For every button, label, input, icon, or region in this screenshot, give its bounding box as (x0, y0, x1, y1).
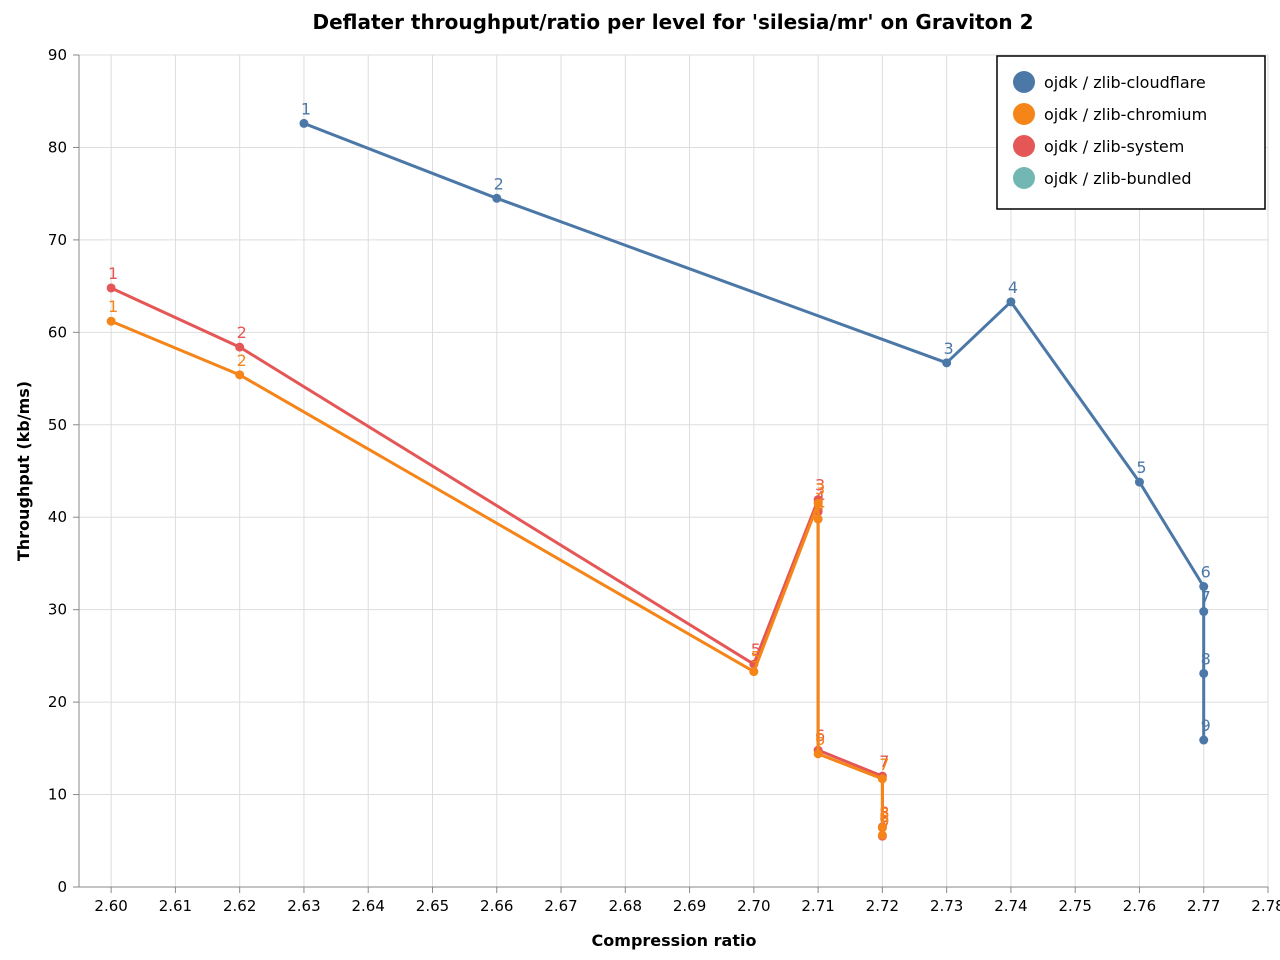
point-label: 6 (1201, 563, 1211, 582)
point-label: 1 (301, 99, 311, 118)
x-axis-title: Compression ratio (592, 931, 757, 950)
data-point (877, 774, 887, 784)
legend-label: ojdk / zlib-bundled (1044, 169, 1191, 188)
y-tick-label: 20 (48, 693, 67, 711)
y-tick-label: 50 (48, 416, 67, 434)
legend: ojdk / zlib-cloudflare ojdk / zlib-chromi… (996, 55, 1266, 210)
data-point (749, 667, 759, 677)
point-label: 6 (815, 726, 825, 745)
x-tick-label: 2.71 (801, 897, 834, 915)
point-label: 2 (237, 351, 247, 370)
x-tick-label: 2.76 (1123, 897, 1156, 915)
x-tick-label: 2.67 (544, 897, 577, 915)
point-label: 8 (879, 803, 889, 822)
legend-label: ojdk / zlib-chromium (1044, 105, 1207, 124)
legend-swatch (1013, 135, 1035, 157)
x-tick-label: 2.68 (609, 897, 642, 915)
x-tick-label: 2.72 (866, 897, 899, 915)
y-tick-label: 90 (48, 46, 67, 64)
point-label: 3 (815, 479, 825, 498)
x-tick-label: 2.75 (1058, 897, 1091, 915)
data-point (1199, 735, 1209, 745)
point-label: 5 (751, 648, 761, 667)
chart-title: Deflater throughput/ratio per level for … (312, 10, 1033, 34)
series-group: 1 2 5 34 6 7 89 (106, 297, 889, 840)
data-point (813, 514, 823, 524)
y-axis-title: Throughput (kb/ms) (14, 381, 33, 561)
legend-swatch (1013, 71, 1035, 93)
point-label: 5 (1136, 458, 1146, 477)
x-tick-label: 2.74 (994, 897, 1027, 915)
legend-label: ojdk / zlib-system (1044, 137, 1184, 156)
point-label: 4 (815, 495, 825, 514)
data-point (813, 498, 823, 508)
point-label: 6 (815, 730, 825, 749)
point-label: 2 (494, 174, 504, 193)
x-tick-label: 2.66 (480, 897, 513, 915)
grid (79, 54, 1269, 888)
point-label: 1 (108, 264, 118, 283)
y-tick-label: 30 (48, 601, 67, 619)
point-label: 7 (1201, 588, 1211, 607)
x-tick-label: 2.77 (1187, 897, 1220, 915)
point-label: 9 (1201, 716, 1211, 735)
point-label: 5 (751, 640, 761, 659)
data-point (106, 283, 116, 293)
data-point (1199, 582, 1209, 592)
point-label: 4 (1008, 278, 1018, 297)
point-label: 2 (237, 323, 247, 342)
data-point (877, 823, 887, 833)
x-tick-label: 2.62 (223, 897, 256, 915)
legend-swatch (1013, 103, 1035, 125)
data-point (1006, 297, 1016, 307)
point-label: 1 (108, 297, 118, 316)
data-point (299, 118, 309, 128)
point-label: 3 (944, 339, 954, 358)
series-group: 1 2 5 34 6 7 89 (106, 264, 889, 841)
y-tick-label: 60 (48, 323, 67, 341)
x-tick-label: 2.73 (930, 897, 963, 915)
point-label: 7 (879, 752, 889, 771)
legend-swatch (1013, 167, 1035, 189)
point-label: 3 (815, 476, 825, 495)
y-tick-label: 40 (48, 508, 67, 526)
point-label: 7 (879, 755, 889, 774)
y-tick-label: 0 (57, 878, 67, 896)
legend-frame (996, 55, 1266, 210)
y-tick-label: 10 (48, 786, 67, 804)
point-label: 9 (879, 812, 889, 831)
data-point (492, 193, 502, 203)
x-tick-label: 2.64 (352, 897, 385, 915)
x-tick-label: 2.65 (416, 897, 449, 915)
x-tick-label: 2.69 (673, 897, 706, 915)
data-point (1199, 607, 1209, 617)
y-tick-label: 80 (48, 138, 67, 156)
x-tick-label: 2.63 (287, 897, 320, 915)
x-tick-label: 2.60 (94, 897, 127, 915)
data-point (877, 830, 887, 840)
axes: 2.60 2.61 2.62 2.63 2.64 2.65 2.66 2.67 2.68 2.69… (48, 46, 1280, 915)
data-point (235, 370, 245, 380)
data-point (106, 316, 116, 326)
point-label: 8 (1201, 649, 1211, 668)
y-tick-label: 70 (48, 231, 67, 249)
data-point (1199, 668, 1209, 678)
point-label: 4 (815, 488, 825, 507)
x-tick-label: 2.78 (1251, 897, 1280, 915)
x-tick-label: 2.61 (159, 897, 192, 915)
data-point (235, 342, 245, 352)
data-point (813, 749, 823, 759)
point-label: 8 (879, 804, 889, 823)
x-tick-label: 2.70 (737, 897, 770, 915)
data-point (942, 358, 952, 368)
point-label: 9 (879, 811, 889, 830)
data-point (1134, 477, 1144, 487)
legend-label: ojdk / zlib-cloudflare (1044, 73, 1206, 92)
